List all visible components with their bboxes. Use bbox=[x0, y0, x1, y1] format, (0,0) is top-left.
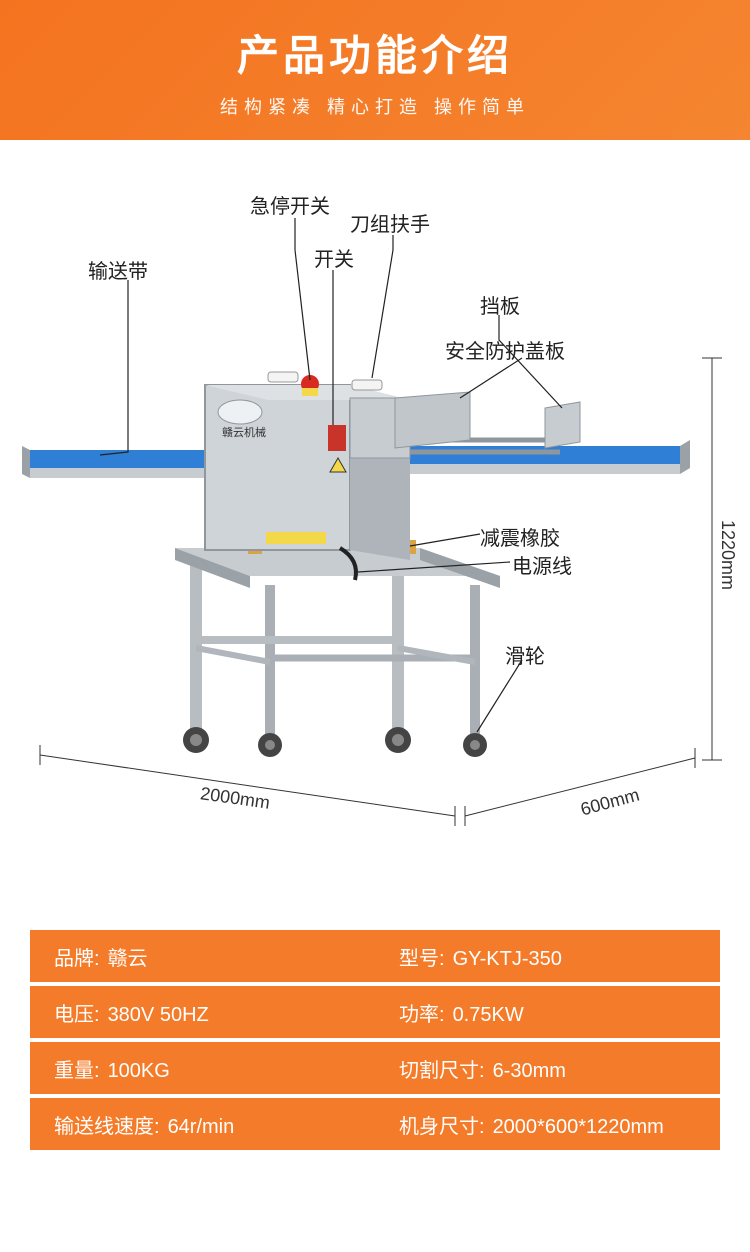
spec-label: 输送线速度: bbox=[54, 1110, 160, 1139]
product-diagram: 赣云机械 bbox=[0, 140, 750, 890]
spec-label: 功率: bbox=[399, 998, 445, 1027]
machine-illustration: 赣云机械 bbox=[0, 140, 750, 890]
spec-cell: 电压: 380V 50HZ bbox=[30, 998, 375, 1027]
conveyor-right bbox=[395, 440, 690, 474]
spec-label: 型号: bbox=[399, 942, 445, 971]
spec-value: 0.75KW bbox=[453, 1004, 524, 1027]
spec-value: GY-KTJ-350 bbox=[453, 948, 562, 971]
label-power-cord: 电源线 bbox=[512, 550, 572, 579]
spec-value: 64r/min bbox=[168, 1116, 235, 1139]
spec-cell: 机身尺寸: 2000*600*1220mm bbox=[375, 1110, 720, 1139]
spec-label: 机身尺寸: bbox=[399, 1110, 485, 1139]
header-banner: 产品功能介绍 结构紧凑 精心打造 操作简单 bbox=[0, 0, 750, 140]
spec-value: 6-30mm bbox=[493, 1060, 566, 1083]
label-pulley: 滑轮 bbox=[505, 640, 545, 669]
label-baffle: 挡板 bbox=[480, 290, 520, 319]
spec-cell: 品牌: 赣云 bbox=[30, 942, 375, 971]
spec-label: 重量: bbox=[54, 1054, 100, 1083]
spec-cell: 输送线速度: 64r/min bbox=[30, 1110, 375, 1139]
spec-value: 赣云 bbox=[108, 942, 148, 971]
spec-cell: 功率: 0.75KW bbox=[375, 998, 720, 1027]
spec-row: 重量: 100KG 切割尺寸: 6-30mm bbox=[30, 1042, 720, 1094]
spec-table: 品牌: 赣云 型号: GY-KTJ-350 电压: 380V 50HZ 功率: … bbox=[30, 930, 720, 1150]
machine-stand bbox=[175, 540, 500, 757]
label-switch: 开关 bbox=[314, 243, 354, 272]
label-knife-handle: 刀组扶手 bbox=[350, 208, 430, 237]
spec-row: 输送线速度: 64r/min 机身尺寸: 2000*600*1220mm bbox=[30, 1098, 720, 1150]
spec-label: 电压: bbox=[54, 998, 100, 1027]
spec-cell: 型号: GY-KTJ-350 bbox=[375, 942, 720, 971]
header-title: 产品功能介绍 bbox=[237, 22, 513, 83]
label-damping-rubber: 减震橡胶 bbox=[480, 522, 560, 551]
label-safety-cover: 安全防护盖板 bbox=[445, 335, 565, 364]
spec-label: 切割尺寸: bbox=[399, 1054, 485, 1083]
spec-value: 100KG bbox=[108, 1060, 170, 1083]
dimension-height: 1220mm bbox=[717, 520, 738, 590]
label-estop: 急停开关 bbox=[250, 190, 330, 219]
label-conveyor: 输送带 bbox=[88, 255, 148, 284]
header-subtitle: 结构紧凑 精心打造 操作简单 bbox=[220, 93, 530, 119]
spec-row: 电压: 380V 50HZ 功率: 0.75KW bbox=[30, 986, 720, 1038]
spec-row: 品牌: 赣云 型号: GY-KTJ-350 bbox=[30, 930, 720, 982]
conveyor-left bbox=[22, 446, 210, 478]
spec-value: 2000*600*1220mm bbox=[493, 1116, 664, 1139]
spec-label: 品牌: bbox=[54, 942, 100, 971]
svg-text:赣云机械: 赣云机械 bbox=[222, 425, 266, 439]
spec-cell: 重量: 100KG bbox=[30, 1054, 375, 1083]
spec-value: 380V 50HZ bbox=[108, 1004, 209, 1027]
spec-cell: 切割尺寸: 6-30mm bbox=[375, 1054, 720, 1083]
